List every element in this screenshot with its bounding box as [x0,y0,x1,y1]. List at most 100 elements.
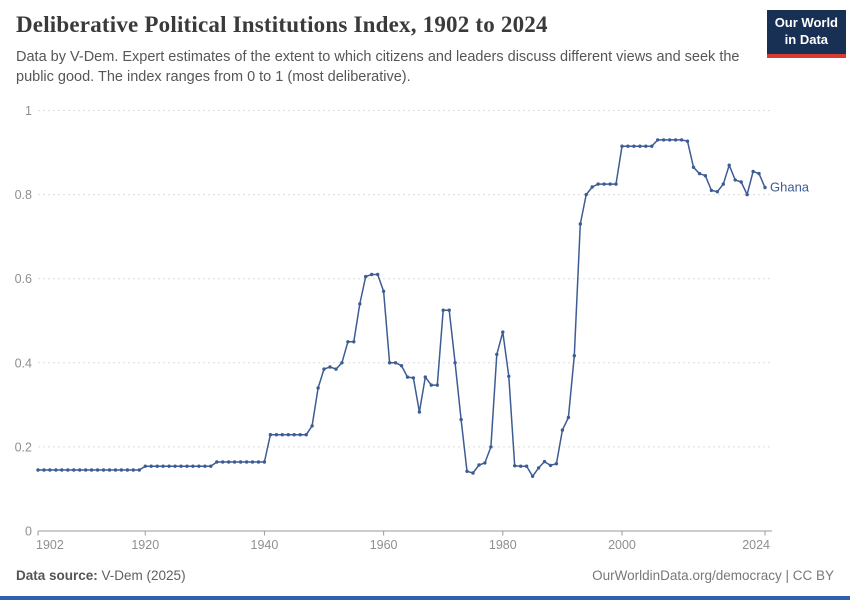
data-point-1980[interactable] [501,330,505,334]
data-point-1949[interactable] [316,386,320,390]
data-point-1998[interactable] [608,182,612,186]
data-point-2010[interactable] [679,138,684,142]
data-point-1985[interactable] [530,474,535,478]
data-point-1907[interactable] [66,468,70,472]
data-point-1986[interactable] [536,466,541,470]
data-point-1909[interactable] [78,468,82,472]
data-point-2012[interactable] [691,165,696,169]
data-point-1995[interactable] [590,185,594,189]
data-point-1955[interactable] [352,340,356,344]
data-point-2017[interactable] [721,182,725,186]
data-point-1931[interactable] [209,464,213,468]
data-point-2023[interactable] [757,171,761,176]
data-point-1960[interactable] [381,289,386,293]
data-point-1943[interactable] [280,433,284,437]
data-point-1956[interactable] [358,302,362,306]
data-point-1916[interactable] [119,468,124,472]
data-point-1990[interactable] [560,428,565,432]
data-point-1968[interactable] [429,383,433,387]
data-point-1997[interactable] [602,182,606,186]
data-point-2007[interactable] [662,138,666,142]
data-point-1979[interactable] [495,352,499,357]
data-point-2004[interactable] [644,144,648,148]
data-point-1934[interactable] [227,460,231,464]
data-point-1984[interactable] [524,464,529,468]
data-point-1975[interactable] [471,471,475,475]
data-point-1965[interactable] [411,376,416,380]
data-point-1961[interactable] [387,361,392,365]
data-point-1957[interactable] [364,274,368,279]
data-point-1946[interactable] [298,433,302,437]
data-point-1967[interactable] [423,375,427,379]
owid-logo[interactable]: Our World in Data [766,10,846,58]
data-point-1996[interactable] [596,182,600,186]
data-point-1904[interactable] [48,468,52,472]
data-point-1950[interactable] [322,367,326,371]
data-point-1947[interactable] [304,433,308,437]
data-point-1989[interactable] [554,462,559,466]
data-point-1906[interactable] [60,468,64,472]
data-point-1912[interactable] [95,468,100,472]
data-point-1962[interactable] [393,361,398,365]
data-point-1911[interactable] [89,468,94,472]
data-point-2015[interactable] [709,188,714,193]
data-point-1954[interactable] [346,340,350,344]
data-point-1919[interactable] [137,468,141,472]
data-point-1999[interactable] [614,182,618,186]
data-point-2024[interactable] [763,185,767,190]
data-point-1941[interactable] [268,433,273,437]
data-point-1972[interactable] [453,361,457,365]
data-point-1936[interactable] [238,460,243,464]
data-point-1926[interactable] [179,464,183,468]
data-point-1921[interactable] [149,464,153,468]
data-point-2021[interactable] [745,192,749,197]
data-point-1935[interactable] [232,460,237,464]
data-point-2016[interactable] [715,190,719,194]
data-point-1925[interactable] [173,464,177,468]
data-point-1927[interactable] [185,464,189,468]
data-point-1944[interactable] [286,433,290,437]
data-point-1937[interactable] [244,460,249,464]
data-point-1976[interactable] [477,463,481,467]
data-point-1951[interactable] [328,365,332,369]
data-point-2011[interactable] [685,139,690,143]
data-point-1942[interactable] [274,433,279,437]
data-point-2002[interactable] [632,144,636,148]
data-point-2018[interactable] [727,163,731,167]
data-point-1940[interactable] [262,460,267,464]
data-point-2022[interactable] [751,169,755,174]
data-point-1994[interactable] [584,192,588,197]
data-point-1969[interactable] [435,383,439,387]
data-point-1923[interactable] [161,464,165,468]
data-point-1928[interactable] [191,464,195,468]
data-point-1924[interactable] [167,464,171,468]
line-chart[interactable]: 0 0.2 0.4 0.6 0.8 1 1902 1920 1940 1960 1980 2000 20… [0,0,850,560]
data-point-2006[interactable] [656,138,660,142]
data-point-2009[interactable] [673,138,678,142]
data-point-1981[interactable] [507,374,511,378]
data-point-1948[interactable] [310,424,314,428]
data-point-1958[interactable] [370,272,374,277]
data-point-1933[interactable] [221,460,225,464]
data-point-1914[interactable] [107,468,112,472]
data-point-1913[interactable] [101,468,106,472]
data-point-2003[interactable] [638,144,642,148]
data-point-1973[interactable] [459,417,463,422]
data-point-2019[interactable] [733,178,737,182]
data-point-1922[interactable] [155,464,159,468]
data-point-1970[interactable] [441,308,445,312]
data-point-1988[interactable] [548,463,553,468]
data-point-1953[interactable] [340,361,344,365]
data-point-2013[interactable] [697,171,702,176]
data-point-2005[interactable] [650,144,654,148]
data-point-1902[interactable] [36,468,40,472]
data-point-2001[interactable] [626,144,630,148]
data-point-1987[interactable] [542,459,547,464]
data-point-1908[interactable] [72,468,76,472]
data-point-1917[interactable] [125,468,130,472]
data-point-1903[interactable] [42,468,46,472]
data-point-1932[interactable] [215,460,219,464]
data-point-1978[interactable] [489,445,493,449]
series-entity-label[interactable]: Ghana [770,179,810,194]
data-point-1964[interactable] [405,375,410,379]
